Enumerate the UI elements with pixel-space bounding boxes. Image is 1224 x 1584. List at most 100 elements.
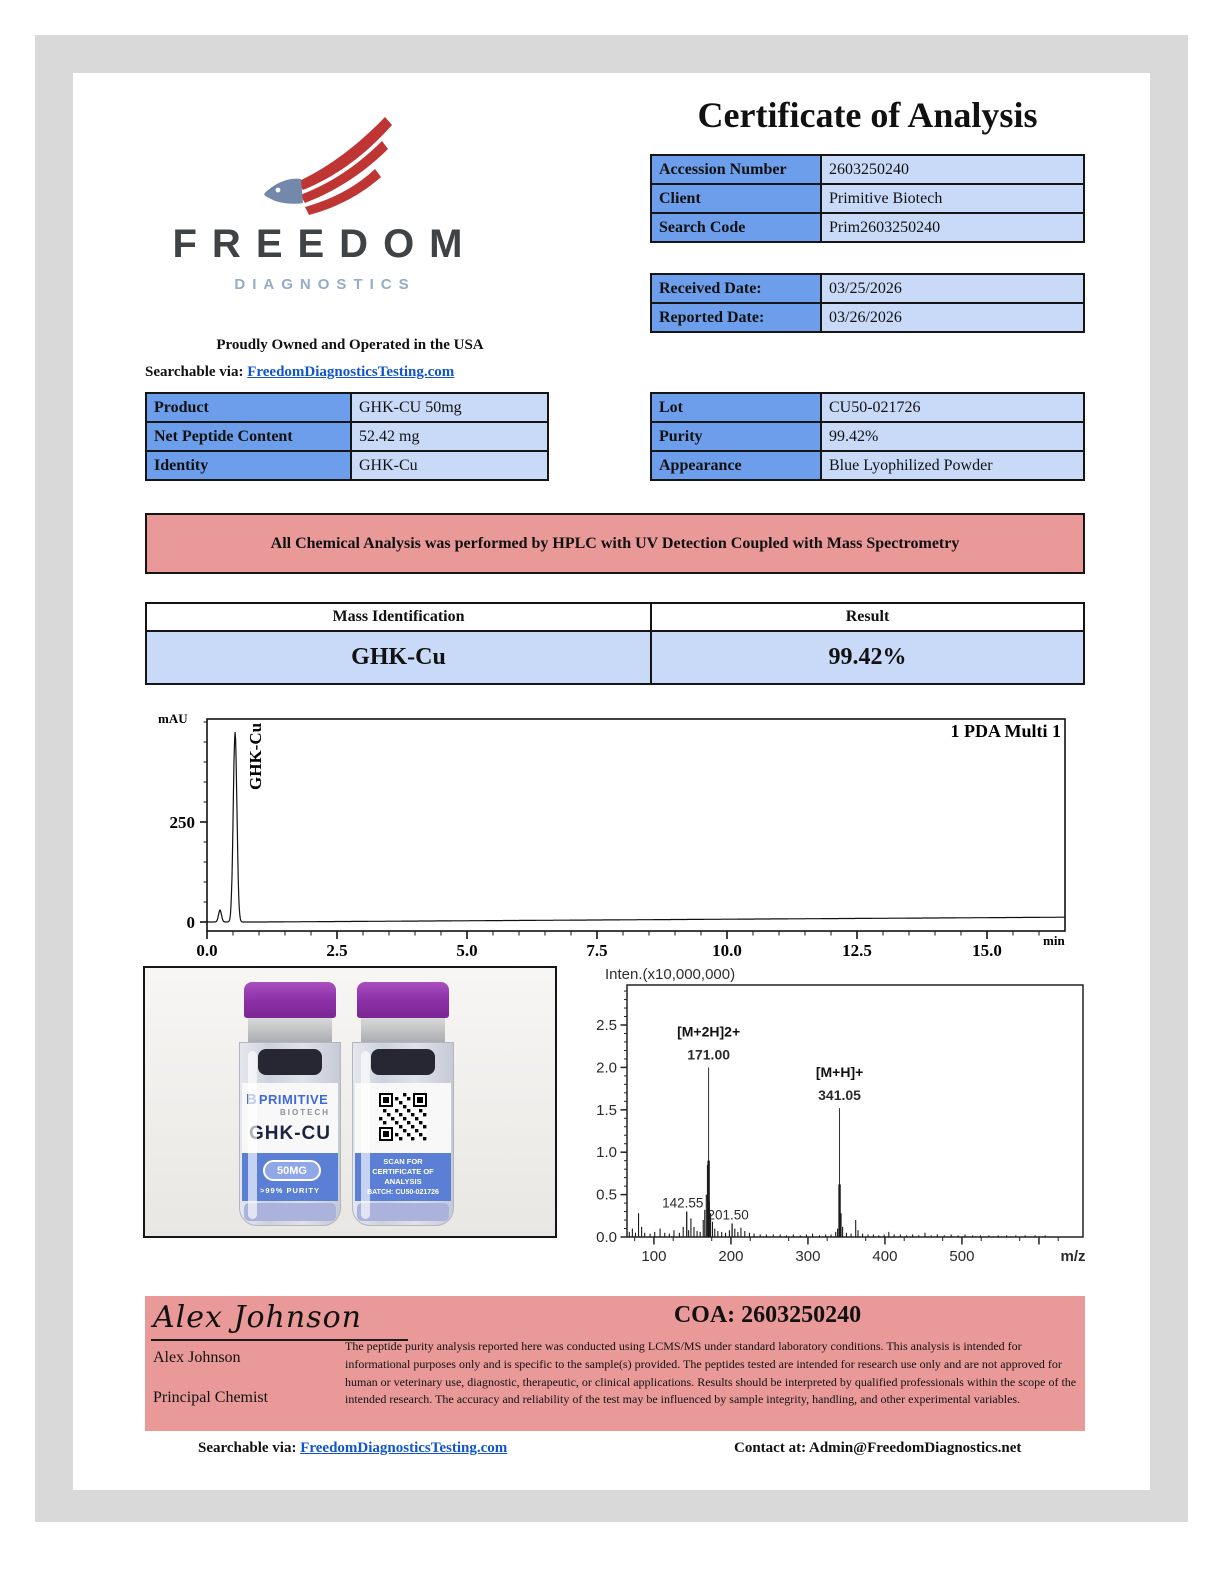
svg-text:Inten.(x10,000,000): Inten.(x10,000,000): [605, 966, 735, 983]
vial-seal: [361, 1018, 445, 1044]
svg-text:10.0: 10.0: [712, 941, 742, 960]
product-photo: BPRIMITIVE BIOTECH GHK-CU 50MG >99% PURI…: [143, 966, 557, 1238]
vial-stopper: [258, 1049, 322, 1075]
logo-wordmark: FREEDOM: [172, 222, 478, 266]
svg-text:341.05: 341.05: [818, 1087, 861, 1103]
row-value: CU50-021726: [822, 394, 1083, 421]
scan-instructions: SCAN FOR CERTIFICATE OF ANALYSIS: [372, 1157, 434, 1186]
chemist-role: Principal Chemist: [153, 1389, 269, 1406]
svg-text:0.5: 0.5: [596, 1187, 617, 1204]
table-row: Accession Number 2603250240: [652, 156, 1083, 185]
row-label: Product: [147, 394, 352, 421]
document-title: Certificate of Analysis: [697, 95, 1038, 135]
searchable-prefix: Searchable via:: [145, 364, 244, 380]
row-label: Appearance: [652, 452, 822, 479]
row-label: Client: [652, 185, 822, 212]
batch-number: BATCH: CU50-021726: [367, 1189, 439, 1196]
purity-result: 99.42%: [652, 630, 1083, 683]
qr-code-icon: [379, 1093, 427, 1141]
chemist-signature: Alex Johnson: [151, 1300, 408, 1341]
searchable-line-bottom: Searchable via: FreedomDiagnosticsTestin…: [198, 1440, 507, 1457]
table-row: Identity GHK-Cu: [147, 452, 547, 479]
hplc-chromatogram: 0 250 0.0 2.5 5.0 7.5 10.0 12.5 15.0 mAU min 1 PDA …: [158, 711, 1066, 960]
svg-text:142.55: 142.55: [662, 1196, 703, 1211]
lot-table: Lot CU50-021726 Purity 99.42% Appearance…: [650, 392, 1085, 481]
svg-text:7.5: 7.5: [586, 941, 607, 960]
vial-product-name: GHK-CU: [249, 1123, 331, 1144]
mass-identification-table: Mass Identification Result GHK-Cu 99.42%: [145, 602, 1085, 685]
accession-table: Accession Number 2603250240 Client Primi…: [650, 154, 1085, 243]
logo-subtitle: DIAGNOSTICS: [234, 276, 416, 293]
table-row: Received Date: 03/25/2026: [652, 275, 1083, 304]
glass-highlight: [361, 1051, 370, 1219]
svg-text:5.0: 5.0: [456, 941, 477, 960]
svg-text:1.5: 1.5: [596, 1102, 617, 1119]
mass-spectrum: 0.0 0.5 1.0 1.5 2.0 2.5 100 200 300 400 500 Inten.(…: [596, 966, 1085, 1265]
table-row: Net Peptide Content 52.42 mg: [147, 423, 547, 452]
svg-text:100: 100: [641, 1248, 666, 1265]
svg-text:400: 400: [872, 1248, 897, 1265]
brand-logo: BPRIMITIVE: [246, 1091, 328, 1109]
analysis-method-banner: All Chemical Analysis was performed by H…: [145, 513, 1085, 574]
searchable-link-bottom[interactable]: FreedomDiagnosticsTesting.com: [300, 1440, 508, 1456]
vial-label-front: BPRIMITIVE BIOTECH GHK-CU 50MG >99% PURI…: [242, 1083, 338, 1201]
svg-text:500: 500: [949, 1248, 974, 1265]
searchable-prefix: Searchable via:: [198, 1440, 297, 1456]
svg-text:2.0: 2.0: [596, 1059, 617, 1076]
row-value: 52.42 mg: [352, 423, 547, 450]
svg-text:0: 0: [187, 913, 196, 932]
svg-text:201.50: 201.50: [707, 1207, 748, 1222]
svg-text:min: min: [1043, 933, 1065, 948]
vial-stopper: [371, 1049, 435, 1075]
row-value: Primitive Biotech: [822, 185, 1083, 212]
vial-seal: [248, 1018, 332, 1044]
row-label: Lot: [652, 394, 822, 421]
table-row: Client Primitive Biotech: [652, 185, 1083, 214]
row-value: Blue Lyophilized Powder: [822, 452, 1083, 479]
signature-footer: Alex Johnson Alex Johnson Principal Chem…: [145, 1296, 1085, 1431]
svg-text:1 PDA Multi 1: 1 PDA Multi 1: [951, 721, 1062, 741]
table-row: Search Code Prim2603250240: [652, 214, 1083, 241]
svg-text:GHK-Cu: GHK-Cu: [246, 723, 265, 790]
vial-cap: [357, 982, 449, 1018]
glass-highlight: [248, 1051, 257, 1219]
table-row: Appearance Blue Lyophilized Powder: [652, 452, 1083, 479]
svg-text:2.5: 2.5: [596, 1017, 617, 1034]
brand-name: PRIMITIVE: [258, 1092, 329, 1107]
svg-text:200: 200: [718, 1248, 743, 1265]
table-row: Purity 99.42%: [652, 423, 1083, 452]
row-value: 03/26/2026: [822, 304, 1083, 331]
disclaimer-text: The peptide purity analysis reported her…: [345, 1339, 1077, 1407]
svg-text:171.00: 171.00: [687, 1046, 730, 1062]
table-header-row: Mass Identification Result: [147, 604, 1083, 630]
svg-text:12.5: 12.5: [842, 941, 872, 960]
svg-text:[M+H]+: [M+H]+: [816, 1064, 863, 1080]
table-row: Product GHK-CU 50mg: [147, 394, 547, 423]
svg-text:0.0: 0.0: [196, 941, 217, 960]
brand-subname: BIOTECH: [280, 1108, 330, 1117]
svg-text:0.0: 0.0: [596, 1229, 617, 1246]
table-row: Reported Date: 03/26/2026: [652, 304, 1083, 331]
svg-text:300: 300: [795, 1248, 820, 1265]
vial-glass: BPRIMITIVE BIOTECH GHK-CU 50MG >99% PURI…: [239, 1042, 341, 1226]
vial-back: SCAN FOR CERTIFICATE OF ANALYSIS BATCH: …: [352, 982, 454, 1226]
chemist-name: Alex Johnson: [153, 1349, 241, 1366]
vial-front: BPRIMITIVE BIOTECH GHK-CU 50MG >99% PURI…: [239, 982, 341, 1226]
row-label: Accession Number: [652, 156, 822, 183]
dose-badge: 50MG: [263, 1160, 321, 1181]
svg-text:250: 250: [170, 813, 196, 832]
column-header: Mass Identification: [147, 604, 652, 630]
column-header: Result: [652, 604, 1083, 630]
row-value: GHK-Cu: [352, 452, 547, 479]
logo-tagline: Proudly Owned and Operated in the USA: [216, 337, 484, 353]
row-value: GHK-CU 50mg: [352, 394, 547, 421]
row-label: Identity: [147, 452, 352, 479]
eagle-logo-icon: [264, 117, 392, 215]
svg-text:[M+2H]2+: [M+2H]2+: [677, 1023, 740, 1039]
row-value: 2603250240: [822, 156, 1083, 183]
lyophilized-powder: [244, 1203, 336, 1221]
svg-text:mAU: mAU: [158, 711, 188, 726]
searchable-link-top[interactable]: FreedomDiagnosticsTesting.com: [247, 364, 455, 380]
svg-text:15.0: 15.0: [972, 941, 1002, 960]
